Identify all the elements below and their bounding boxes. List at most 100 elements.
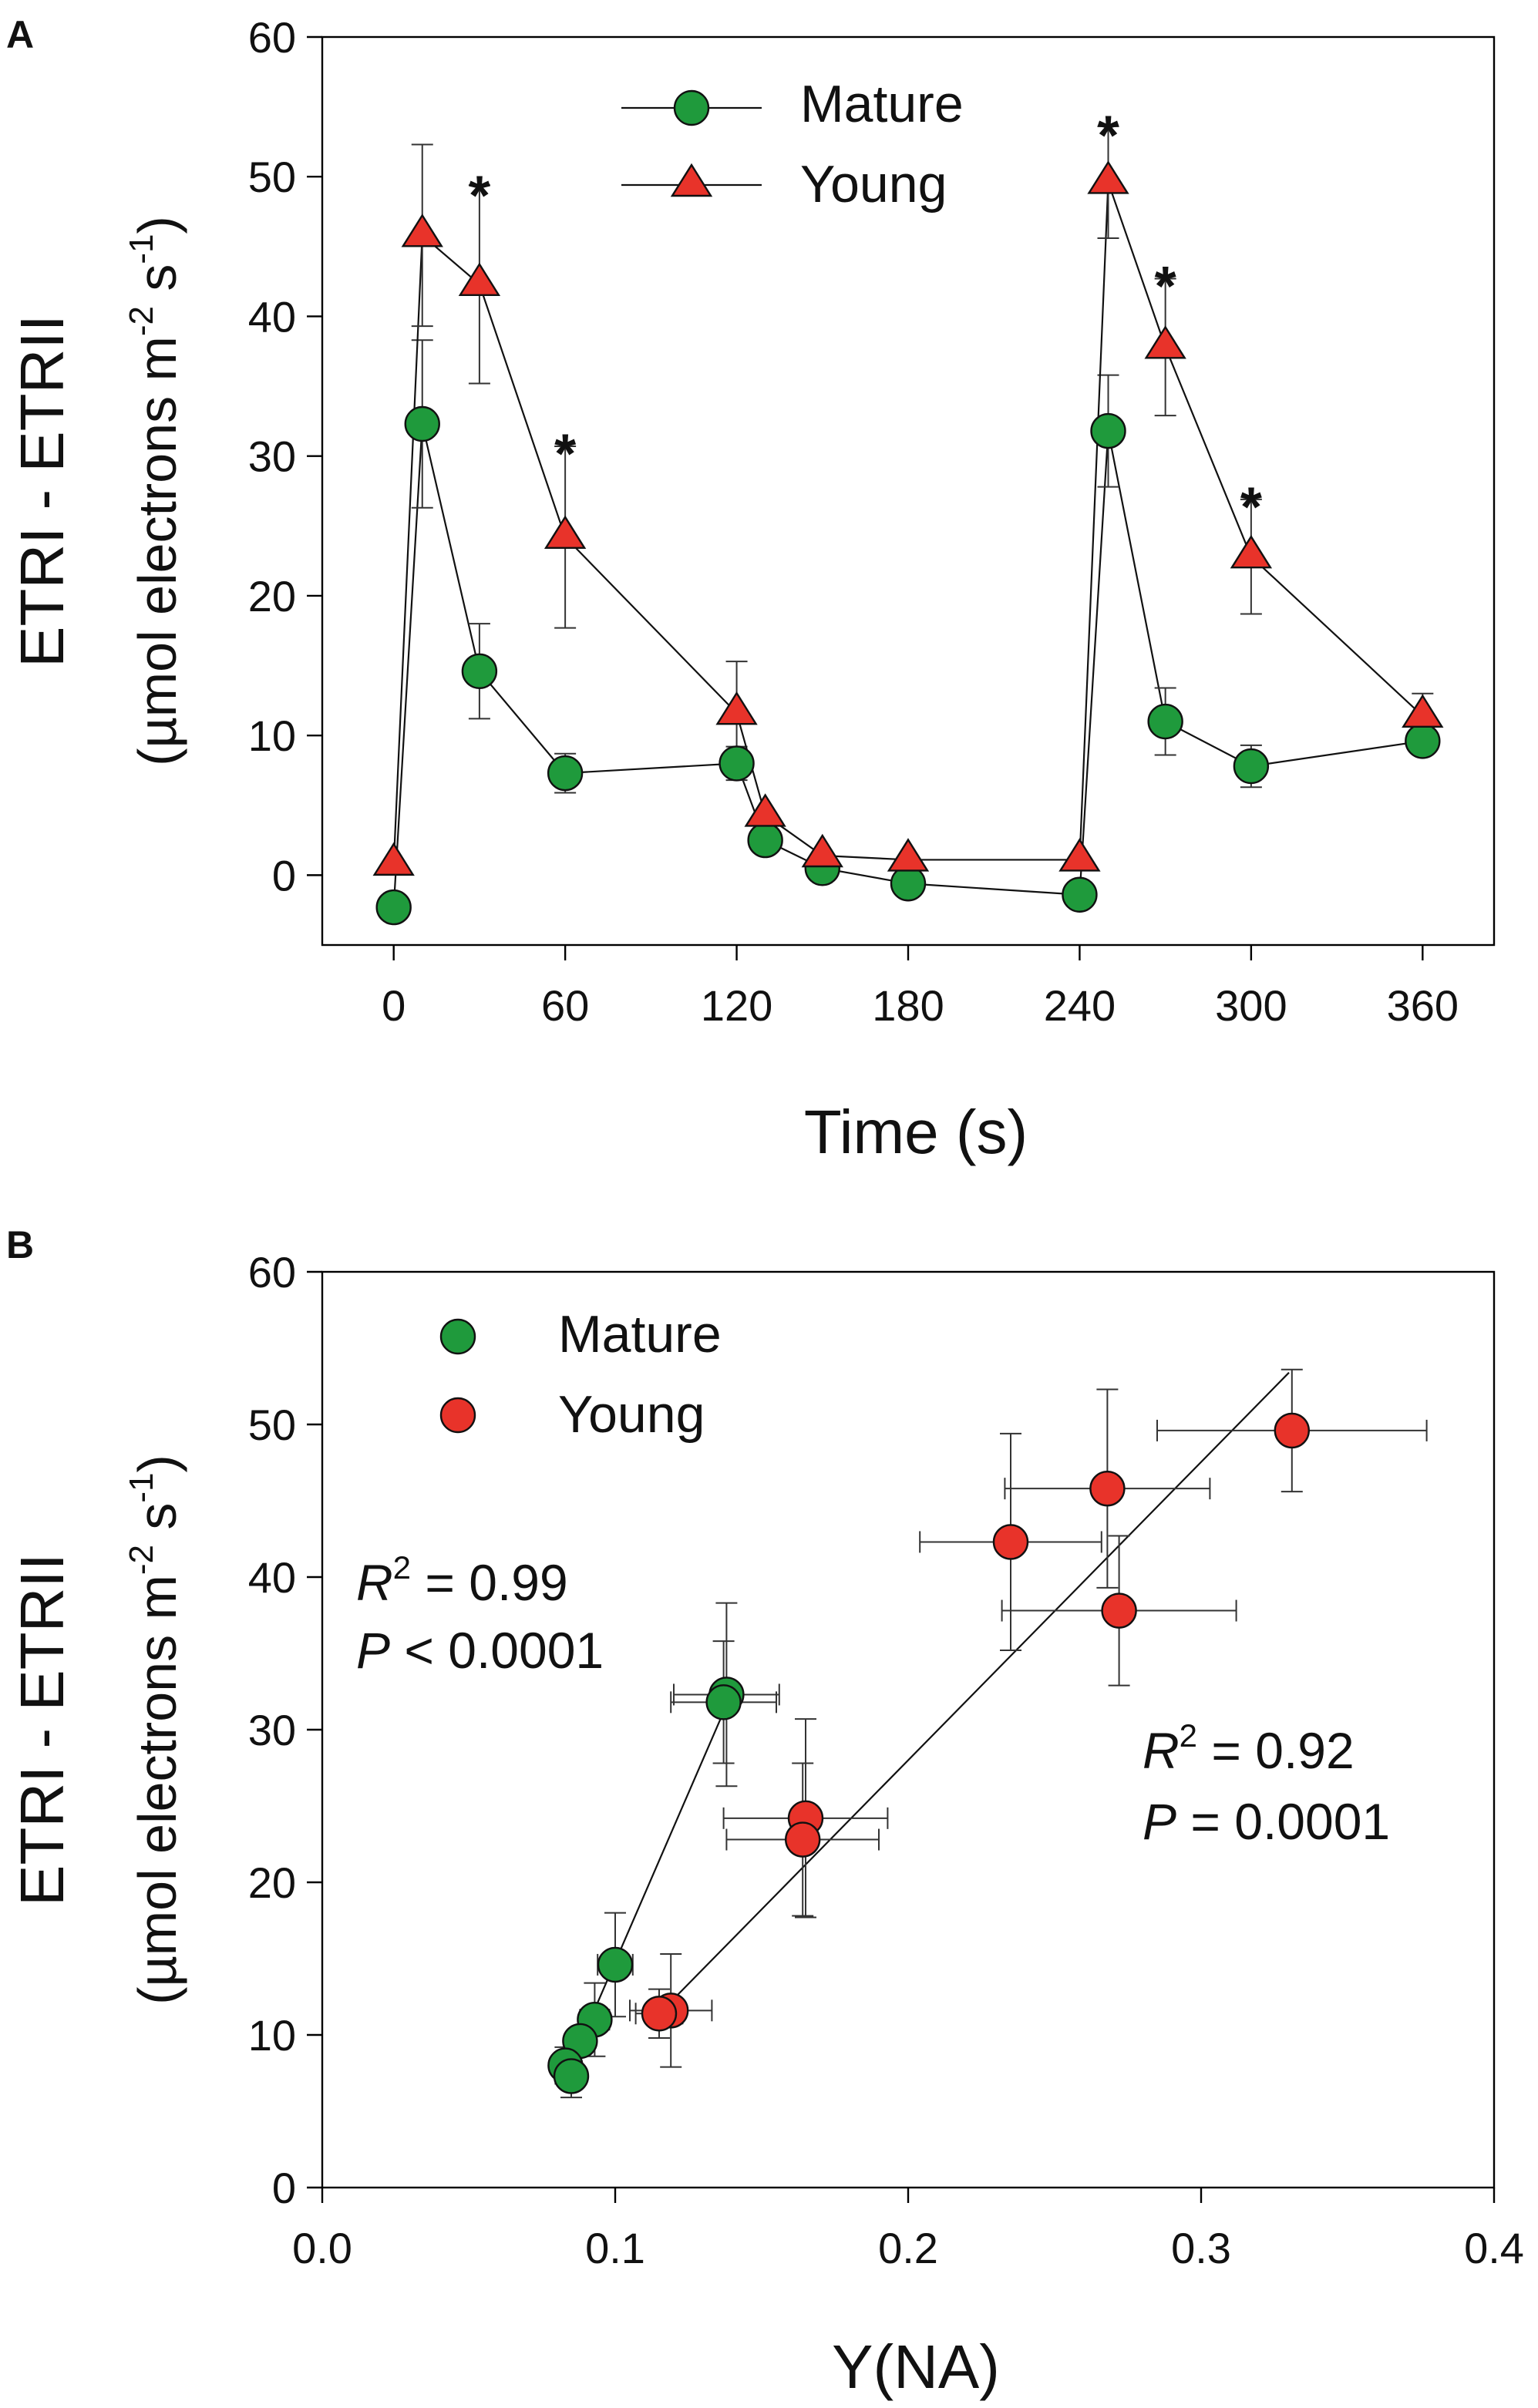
b-point-mature [553,2058,590,2094]
panel-a-ylabel-units: (µmol electrons m-2 s-1) [123,216,187,766]
a-point-young [1402,694,1444,728]
a-xtick-label-60: 60 [541,981,589,1030]
a-point-mature [719,745,755,782]
a-point-young [1144,325,1186,359]
b-ytick-label-50: 50 [248,1401,296,1449]
a-significance-star: * [1240,476,1262,538]
a-significance-star: * [1097,105,1119,166]
a-point-young [744,793,786,827]
a-point-mature [404,405,440,442]
svg-text:R2 = 0.99: R2 = 0.99 [356,1549,568,1611]
b-xtick-label-0.2: 0.2 [878,2224,938,2272]
panel-b-xlabel: Y(NA) [832,2332,1000,2401]
b-point-young [992,1524,1029,1560]
b-point-young [1101,1592,1137,1629]
legend-mature-marker-b [439,1318,476,1355]
svg-text:P < 0.0001: P < 0.0001 [356,1622,604,1679]
a-xtick-label-180: 180 [872,981,944,1030]
b-xtick-label-0.0: 0.0 [292,2224,352,2272]
b-xtick-label-0.1: 0.1 [585,2224,645,2272]
a-point-mature [461,653,498,689]
b-xtick-label-0.3: 0.3 [1171,2224,1231,2272]
svg-text:P = 0.0001: P = 0.0001 [1143,1793,1390,1850]
stats-mature: R2 = 0.99 P < 0.0001 [356,1549,604,1679]
a-xtick-label-240: 240 [1044,981,1116,1030]
svg-text:(µmol electrons m-2 s-1): (µmol electrons m-2 s-1) [123,216,187,766]
b-ytick-label-0: 0 [272,2164,296,2212]
a-point-young [801,833,843,868]
panel-b-x-ticks: 0.0 0.1 0.2 0.3 0.4 [292,2188,1524,2272]
a-point-young [372,842,415,876]
a-point-mature [547,755,584,792]
a-ytick-label-20: 20 [248,572,296,620]
a-ytick-label-10: 10 [248,711,296,760]
a-point-mature [747,822,783,859]
legend-mature-label-b: Mature [558,1305,722,1364]
a-point-mature [1090,412,1126,449]
a-point-mature [1062,876,1098,913]
b-point-young [641,1996,678,2032]
b-ytick-label-60: 60 [248,1248,296,1296]
legend-mature-marker [673,89,710,126]
a-xtick-label-300: 300 [1215,981,1287,1030]
panel-b-ylabel-units: (µmol electrons m-2 s-1) [123,1455,187,2005]
a-xtick-label-0: 0 [382,981,406,1030]
a-ytick-label-60: 60 [248,13,296,62]
legend-mature-label: Mature [800,75,964,133]
panel-a-ylabel-main: ETRI - ETRII [8,314,76,668]
panel-a-label: A [6,13,34,56]
panel-b: B 0 10 20 30 40 50 60 0.0 0.1 0.2 0.3 0.4 Mature Y… [6,1223,1524,2401]
a-line-mature [392,423,1423,908]
svg-text:ETRI - ETRII: ETRI - ETRII [8,1553,76,1906]
b-ytick-label-40: 40 [248,1553,296,1602]
b-point-young [784,1821,821,1858]
panel-b-label: B [6,1223,34,1266]
panel-b-y-ticks: 0 10 20 30 40 50 60 [248,1248,322,2212]
a-xtick-label-120: 120 [701,981,772,1030]
svg-text:ETRI - ETRII: ETRI - ETRII [8,314,76,668]
a-point-mature [1405,723,1441,759]
b-point-young [1089,1470,1126,1507]
panel-a-x-ticks: 0 60 120 180 240 300 360 [382,945,1459,1030]
a-point-young [887,838,930,872]
a-point-young [715,691,758,725]
b-point-mature [705,1684,742,1720]
a-point-young [1230,534,1273,569]
a-point-young [1087,160,1129,194]
legend-young-marker-b [439,1397,476,1434]
b-fit-young [652,1371,1290,2020]
stats-young: R2 = 0.92 P = 0.0001 [1143,1717,1390,1850]
panel-b-legend: Mature Young [439,1305,722,1444]
a-point-young [544,515,587,550]
legend-young-marker [670,163,713,197]
b-ytick-label-20: 20 [248,1858,296,1907]
a-point-young [401,214,443,247]
a-significance-star: * [554,424,576,486]
a-significance-star: * [469,165,490,227]
a-significance-star: * [1155,256,1176,318]
b-ytick-label-30: 30 [248,1706,296,1754]
panel-a-legend: Mature Young [621,75,964,214]
svg-text:(µmol electrons m-2 s-1): (µmol electrons m-2 s-1) [123,1455,187,2005]
b-xtick-label-0.4: 0.4 [1464,2224,1524,2272]
a-point-mature [1147,703,1183,740]
panel-b-series [547,1368,1428,2099]
svg-text:R2 = 0.92: R2 = 0.92 [1143,1717,1355,1779]
panel-a-y-ticks: 0 10 20 30 40 50 60 [248,13,322,900]
b-ytick-label-10: 10 [248,2011,296,2060]
panel-a-annotations: * * * * * [469,105,1262,538]
b-point-young [1274,1412,1311,1449]
legend-young-label-b: Young [558,1385,705,1444]
panel-a-xlabel: Time (s) [804,1098,1028,1166]
a-ytick-label-40: 40 [248,292,296,341]
a-ytick-label-50: 50 [248,153,296,201]
a-point-mature [890,866,927,902]
b-point-mature [597,1946,634,1983]
a-point-young [1058,838,1101,872]
panel-a-series [372,125,1444,926]
a-point-young [458,262,501,296]
a-point-mature [1233,748,1270,785]
panel-b-ylabel-main: ETRI - ETRII [8,1553,76,1906]
